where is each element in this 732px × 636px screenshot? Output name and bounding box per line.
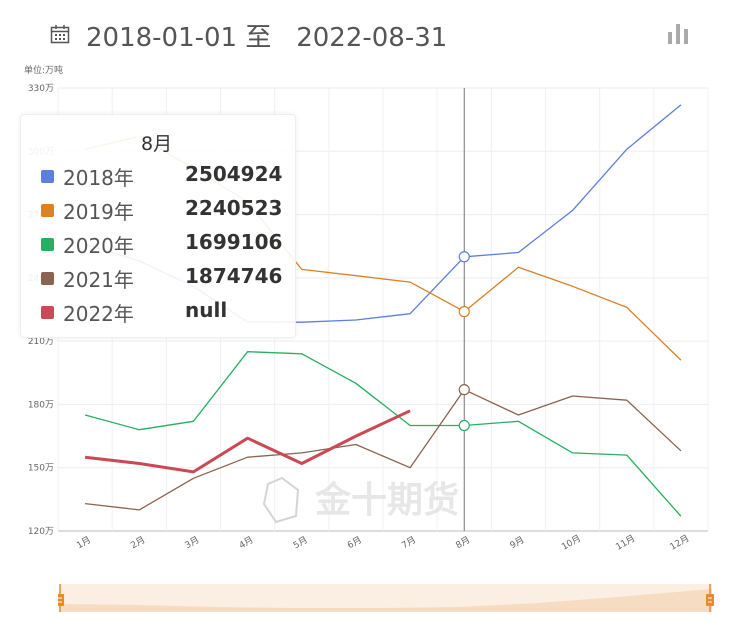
x-tick-label: 8月 xyxy=(454,534,472,551)
unit-label: 单位:万吨 xyxy=(24,66,64,76)
date-range[interactable]: 2018-01-01 至 2022-08-31 xyxy=(86,17,447,54)
series-color-swatch xyxy=(41,238,54,251)
x-tick-label: 2月 xyxy=(129,534,147,551)
tooltip-series-name: 2020年 xyxy=(63,234,134,258)
series-line[interactable] xyxy=(84,409,411,474)
slider-handle-right[interactable] xyxy=(706,584,714,612)
tooltip-series-value: null xyxy=(185,298,228,322)
x-tick-label: 1月 xyxy=(75,534,93,551)
data-point[interactable] xyxy=(458,251,470,263)
x-tick-label: 3月 xyxy=(183,534,201,551)
tooltip-series-value: 2504924 xyxy=(185,162,283,186)
data-point[interactable] xyxy=(458,384,470,396)
tooltip-row: 2019年 2240523 xyxy=(41,195,291,225)
data-zoom-slider[interactable] xyxy=(58,584,714,612)
watermark-text: 金十期货 xyxy=(314,479,459,521)
tooltip-row: 2018年 2504924 xyxy=(41,161,291,191)
series-color-swatch xyxy=(41,204,54,217)
y-tick-label: 120万 xyxy=(28,527,54,537)
y-tick-label: 210万 xyxy=(28,337,54,347)
x-tick-label: 5月 xyxy=(291,534,309,551)
slider-handle-left[interactable] xyxy=(58,584,64,612)
tooltip-series-name: 2022年 xyxy=(63,302,134,326)
tooltip-row: 2022年 null xyxy=(41,297,291,327)
data-point[interactable] xyxy=(458,419,470,432)
y-tick-label: 150万 xyxy=(28,464,54,474)
date-separator: 至 xyxy=(245,23,272,53)
date-start: 2018-01-01 xyxy=(86,23,238,53)
date-end: 2022-08-31 xyxy=(296,23,448,53)
tooltip-series-value: 2240523 xyxy=(185,196,283,220)
x-tick-label: 12月 xyxy=(668,533,691,553)
y-tick-label: 180万 xyxy=(28,400,54,410)
tooltip-series-value: 1699106 xyxy=(185,230,283,254)
tooltip-series-name: 2021年 xyxy=(63,268,134,292)
series-color-swatch xyxy=(41,306,54,319)
series-line[interactable] xyxy=(85,389,682,511)
tooltip-title: 8月 xyxy=(141,133,173,155)
watermark-logo-icon xyxy=(262,476,300,524)
data-point[interactable] xyxy=(458,306,470,318)
x-tick-label: 6月 xyxy=(346,534,364,551)
x-tick-label: 9月 xyxy=(508,534,526,551)
tooltip: 8月 2018年 2504924 2019年 2240523 2020年 169… xyxy=(20,114,296,338)
series-line[interactable] xyxy=(84,351,682,517)
tooltip-series-name: 2019年 xyxy=(63,200,134,224)
tooltip-row: 2021年 1874746 xyxy=(41,263,291,293)
slider-preview-area xyxy=(60,589,712,612)
tooltip-series-name: 2018年 xyxy=(63,166,134,190)
tooltip-row: 2020年 1699106 xyxy=(41,229,291,259)
tooltip-series-value: 1874746 xyxy=(185,264,283,288)
header: 2018-01-01 至 2022-08-31 xyxy=(0,0,732,60)
bar-chart-icon[interactable] xyxy=(666,22,690,46)
series-color-swatch xyxy=(41,272,54,285)
x-tick-label: 4月 xyxy=(237,534,255,551)
x-tick-label: 10月 xyxy=(560,533,583,553)
x-tick-label: 7月 xyxy=(400,534,418,551)
series-color-swatch xyxy=(41,170,54,183)
x-tick-label: 11月 xyxy=(614,533,637,553)
calendar-icon[interactable] xyxy=(50,24,70,44)
y-tick-label: 330万 xyxy=(28,84,54,94)
